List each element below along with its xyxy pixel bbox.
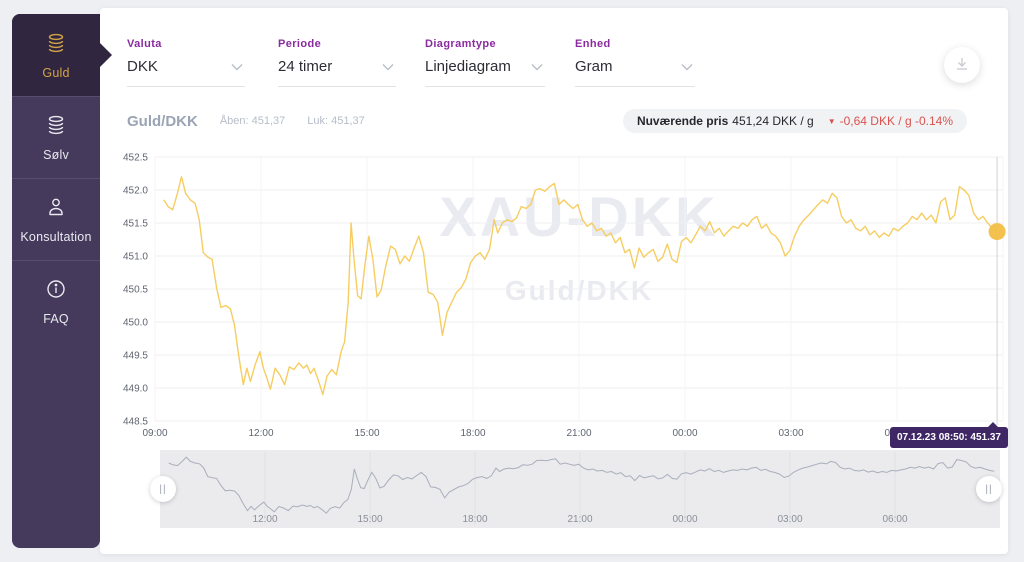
current-price-value: 451,24 DKK / g xyxy=(732,114,814,128)
y-axis-label: 452.0 xyxy=(123,186,148,197)
field-underline xyxy=(127,86,245,87)
enhed-value: Gram xyxy=(575,58,613,75)
x-axis-label: 21:00 xyxy=(566,428,591,439)
download-button[interactable] xyxy=(944,47,980,83)
current-price-label: Nuværende pris xyxy=(636,114,729,128)
gold-coins-icon xyxy=(44,31,68,60)
y-axis-label: 452.5 xyxy=(123,153,148,164)
sidebar-item-solv[interactable]: Sølv xyxy=(12,96,100,178)
download-icon xyxy=(954,56,970,75)
chevron-down-icon xyxy=(681,63,693,71)
periode-value: 24 timer xyxy=(278,58,333,75)
sidebar-item-label: FAQ xyxy=(43,312,69,326)
sidebar-item-faq[interactable]: FAQ xyxy=(12,260,100,342)
watermark-symbol: XAU-DKK xyxy=(439,185,718,248)
navigator-axis-label: 18:00 xyxy=(462,514,487,525)
diagramtype-value: Linjediagram xyxy=(425,58,511,75)
sidebar-item-guld[interactable]: Guld xyxy=(12,14,112,96)
y-axis-label: 449.5 xyxy=(123,351,148,362)
x-axis-label: 03:00 xyxy=(778,428,803,439)
diagramtype-select[interactable]: Diagramtype Linjediagram xyxy=(425,38,545,90)
last-price-dot xyxy=(988,223,1006,241)
x-axis-label: 15:00 xyxy=(354,428,379,439)
content-card: XAU-DKK Guld/DKK 452.5 452.0 451.5 451.0 450.5… xyxy=(100,8,1008,554)
y-axis-label: 450.5 xyxy=(123,285,148,296)
navigator-axis-label: 06:00 xyxy=(882,514,907,525)
y-axis-label: 449.0 xyxy=(123,384,148,395)
sidebar-item-label: Guld xyxy=(42,65,70,80)
y-axis-label: 448.5 xyxy=(123,417,148,428)
person-icon xyxy=(44,195,68,224)
y-axis-label: 451.0 xyxy=(123,252,148,263)
down-triangle-icon: ▼ xyxy=(827,116,836,126)
navigator-axis-label: 12:00 xyxy=(252,514,277,525)
valuta-label: Valuta xyxy=(127,38,162,50)
navigator-axis-label: 21:00 xyxy=(567,514,592,525)
chart-title: Guld/DKK xyxy=(127,112,198,130)
navigator-axis-label: 00:00 xyxy=(672,514,697,525)
watermark-name: Guld/DKK xyxy=(505,275,653,306)
current-price-badge: Nuværende pris 451,24 DKK / g ▼ -0,64 DK… xyxy=(622,109,967,133)
field-underline xyxy=(278,86,396,87)
y-axis-label: 450.0 xyxy=(123,318,148,329)
navigator-left-handle[interactable]: || xyxy=(150,476,176,502)
valuta-select[interactable]: Valuta DKK xyxy=(127,38,245,90)
chart-tooltip: 07.12.23 08:50: 451.37 xyxy=(890,422,1008,448)
price-chart[interactable]: XAU-DKK Guld/DKK 452.5 452.0 451.5 451.0 450.5… xyxy=(100,8,1008,554)
x-axis-label: 12:00 xyxy=(248,428,273,439)
enhed-select[interactable]: Enhed Gram xyxy=(575,38,695,90)
x-axis-label: 18:00 xyxy=(460,428,485,439)
price-change-value: -0,64 DKK / g -0.14% xyxy=(839,114,953,128)
sidebar: Guld Sølv Konsultation xyxy=(12,14,112,548)
tooltip-text: 07.12.23 08:50: 451.37 xyxy=(897,432,1001,443)
price-line xyxy=(163,176,998,396)
sidebar-item-konsultation[interactable]: Konsultation xyxy=(12,178,100,260)
navigator-right-handle[interactable]: || xyxy=(976,476,1002,502)
valuta-value: DKK xyxy=(127,58,158,75)
x-axis-label: 09:00 xyxy=(142,428,167,439)
navigator-line xyxy=(168,456,995,514)
chevron-down-icon xyxy=(531,63,543,71)
x-axis-label: 00:00 xyxy=(672,428,697,439)
navigator-axis-label: 03:00 xyxy=(777,514,802,525)
silver-coins-icon xyxy=(44,113,68,142)
sidebar-item-label: Konsultation xyxy=(20,230,92,244)
periode-label: Periode xyxy=(278,38,322,50)
close-value: Luk: 451,37 xyxy=(307,115,365,127)
diagramtype-label: Diagramtype xyxy=(425,38,497,50)
periode-select[interactable]: Periode 24 timer xyxy=(278,38,396,90)
field-underline xyxy=(425,86,545,87)
sidebar-item-label: Sølv xyxy=(43,148,69,162)
active-item-arrow xyxy=(99,42,112,68)
chevron-down-icon xyxy=(231,63,243,71)
field-underline xyxy=(575,86,695,87)
chevron-down-icon xyxy=(382,63,394,71)
chart-header: Guld/DKK Åben: 451,37 Luk: 451,37 Nuvære… xyxy=(127,108,967,134)
enhed-label: Enhed xyxy=(575,38,611,50)
y-axis-label: 451.5 xyxy=(123,219,148,230)
info-icon xyxy=(44,277,68,306)
navigator-axis-label: 15:00 xyxy=(357,514,382,525)
open-value: Åben: 451,37 xyxy=(219,115,286,127)
